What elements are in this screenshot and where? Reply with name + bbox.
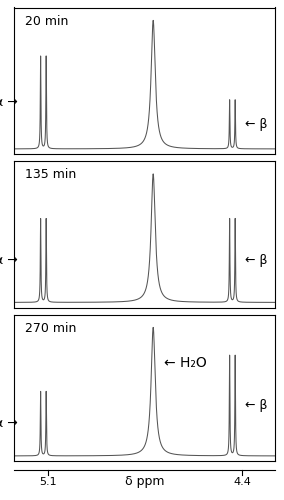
- Text: ← β: ← β: [245, 118, 268, 131]
- Text: ← β: ← β: [245, 254, 268, 267]
- Text: 4.4: 4.4: [233, 477, 251, 487]
- Text: δ ppm: δ ppm: [125, 475, 165, 488]
- Text: 270 min: 270 min: [25, 322, 76, 335]
- Text: 20 min: 20 min: [25, 15, 68, 28]
- Text: 5.1: 5.1: [39, 477, 56, 487]
- Text: α →: α →: [0, 254, 17, 267]
- Text: α →: α →: [0, 418, 17, 430]
- Text: ← β: ← β: [245, 400, 268, 412]
- Text: 135 min: 135 min: [25, 168, 76, 181]
- Text: ← H₂O: ← H₂O: [164, 356, 206, 370]
- Text: α →: α →: [0, 96, 17, 109]
